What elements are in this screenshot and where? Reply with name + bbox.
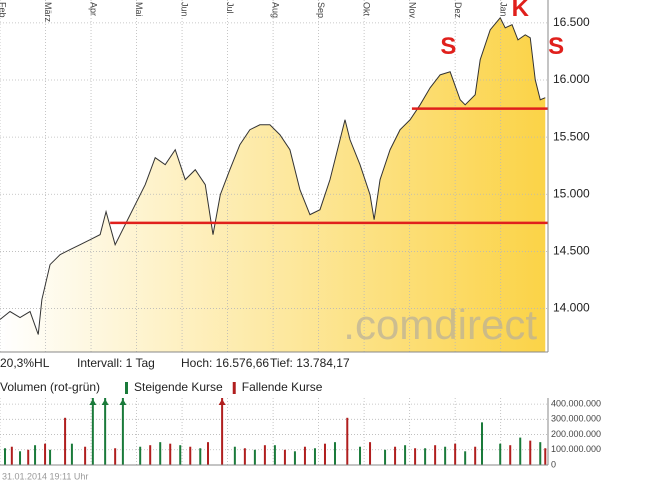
volume-bar bbox=[84, 446, 87, 465]
legend-swatch bbox=[125, 382, 128, 394]
volume-bar bbox=[323, 443, 326, 465]
volume-title: Volumen (rot-grün) bbox=[0, 380, 100, 394]
price-line bbox=[0, 16, 546, 335]
volume-bar bbox=[404, 445, 407, 465]
volume-bar bbox=[34, 445, 37, 465]
y-tick-label: 0 bbox=[551, 459, 556, 469]
volume-bar bbox=[189, 446, 192, 465]
y-tick-label: 14.000 bbox=[553, 301, 590, 315]
annotation: S bbox=[440, 33, 456, 60]
x-tick-label: Dez bbox=[453, 2, 463, 19]
x-tick-label: März bbox=[43, 2, 53, 22]
overflow-arrow bbox=[89, 399, 97, 405]
overflow-arrow bbox=[218, 399, 226, 405]
volume-bar bbox=[169, 443, 172, 465]
volume-bar bbox=[44, 443, 47, 465]
x-tick-label: Jul bbox=[225, 2, 235, 14]
volume-bar bbox=[19, 451, 22, 465]
volume-bars bbox=[4, 398, 547, 465]
x-tick-label: Jun bbox=[180, 2, 190, 17]
volume-bar bbox=[179, 445, 182, 465]
volume-bar bbox=[104, 398, 107, 465]
volume-bar bbox=[474, 446, 477, 465]
volume-bar bbox=[509, 445, 512, 465]
volume-bar bbox=[359, 446, 362, 465]
stat-text: Intervall: 1 Tag bbox=[77, 356, 155, 370]
volume-bar bbox=[464, 451, 467, 465]
volume-bar bbox=[233, 446, 236, 465]
timestamp: 31.01.2014 19:11 Uhr bbox=[2, 471, 88, 481]
volume-bar bbox=[454, 443, 457, 465]
volume-bar bbox=[221, 398, 224, 465]
x-tick-label: Okt bbox=[362, 2, 372, 17]
x-tick-label: Jan bbox=[498, 2, 508, 17]
volume-bar bbox=[394, 446, 397, 465]
price-area-fill bbox=[0, 17, 546, 352]
volume-bar bbox=[519, 437, 522, 465]
stat-text: Tief: 13.784,17 bbox=[270, 356, 350, 370]
volume-bar bbox=[544, 448, 547, 465]
volume-bar bbox=[70, 443, 73, 465]
y-tick-label: 400.000.000 bbox=[551, 398, 601, 408]
volume-bar bbox=[27, 449, 30, 465]
x-tick-label: Sep bbox=[316, 2, 326, 18]
volume-bar bbox=[199, 448, 202, 465]
annotation: K bbox=[512, 0, 530, 22]
y-tick-label: 200.000.000 bbox=[551, 429, 601, 439]
volume-bar bbox=[64, 417, 67, 465]
y-tick-label: 14.500 bbox=[553, 244, 590, 258]
volume-bar bbox=[114, 448, 117, 465]
x-tick-label: Feb bbox=[0, 2, 8, 18]
x-tick-label: Apr bbox=[89, 2, 99, 16]
volume-bar bbox=[139, 446, 142, 465]
y-tick-label: 15.500 bbox=[553, 129, 590, 143]
volume-bar bbox=[293, 451, 296, 465]
volume-bar bbox=[243, 448, 246, 465]
volume-bar bbox=[529, 440, 532, 465]
x-tick-label: Nov bbox=[407, 2, 417, 19]
stat-text: 20,3%HL bbox=[0, 356, 50, 370]
volume-bar bbox=[4, 448, 7, 465]
volume-bar bbox=[10, 446, 13, 465]
volume-bar bbox=[384, 449, 387, 465]
legend-label: Steigende Kurse bbox=[134, 380, 223, 394]
volume-bar bbox=[283, 449, 286, 465]
volume-bar bbox=[424, 448, 427, 465]
volume-bar bbox=[91, 398, 94, 465]
legend-label: Fallende Kurse bbox=[242, 380, 323, 394]
overflow-arrow bbox=[101, 399, 109, 405]
volume-bar bbox=[499, 443, 502, 465]
volume-bar bbox=[159, 442, 162, 465]
volume-bar bbox=[313, 448, 316, 465]
y-tick-label: 300.000.000 bbox=[551, 414, 601, 424]
volume-bar bbox=[481, 422, 484, 465]
x-tick-label: Mai bbox=[134, 2, 144, 17]
annotation: S bbox=[548, 33, 564, 60]
volume-bar bbox=[207, 442, 210, 465]
volume-bar bbox=[253, 449, 256, 465]
volume-bar bbox=[333, 442, 336, 465]
volume-bar bbox=[434, 445, 437, 465]
volume-bar bbox=[149, 445, 152, 465]
volume-bar bbox=[444, 446, 447, 465]
x-tick-label: Aug bbox=[271, 2, 281, 18]
volume-bar bbox=[303, 446, 306, 465]
volume-bar bbox=[121, 398, 124, 465]
y-tick-label: 16.000 bbox=[553, 72, 590, 86]
legend-swatch bbox=[232, 382, 236, 394]
volume-bar bbox=[369, 442, 372, 465]
volume-bar bbox=[414, 448, 417, 465]
volume-bar bbox=[539, 442, 542, 465]
volume-bar bbox=[49, 449, 52, 465]
overflow-arrow bbox=[119, 399, 127, 405]
y-tick-label: 100.000.000 bbox=[551, 444, 601, 454]
y-tick-label: 15.000 bbox=[553, 186, 590, 200]
watermark: .comdirect bbox=[343, 301, 537, 348]
stat-text: Hoch: 16.576,66 bbox=[181, 356, 269, 370]
volume-bar bbox=[346, 417, 349, 465]
y-tick-label: 16.500 bbox=[553, 15, 590, 29]
volume-bar bbox=[263, 445, 266, 465]
volume-bar bbox=[273, 445, 276, 465]
